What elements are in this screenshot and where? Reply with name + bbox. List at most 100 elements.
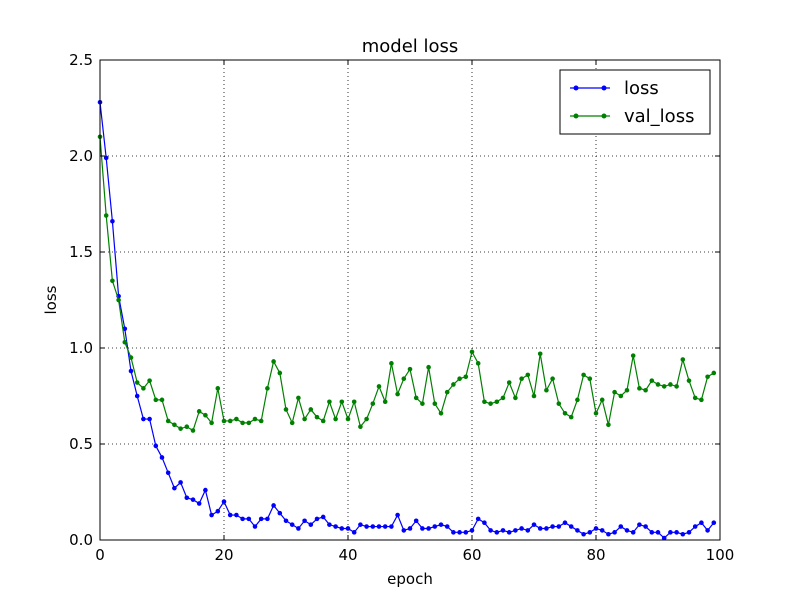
- data-point-loss: [172, 485, 177, 491]
- data-point-loss: [556, 524, 562, 529]
- data-point-loss: [550, 524, 555, 529]
- data-point-val-loss: [320, 418, 326, 424]
- x-axis-label: epoch: [387, 570, 433, 588]
- data-point-loss: [327, 522, 332, 527]
- data-point-loss: [401, 528, 407, 533]
- data-point-val-loss: [413, 395, 419, 401]
- data-point-loss: [333, 524, 338, 529]
- legend-box: [559, 69, 711, 135]
- data-point-loss: [302, 518, 307, 524]
- data-point-loss: [277, 510, 283, 516]
- data-point-val-loss: [165, 418, 171, 424]
- data-point-val-loss: [494, 399, 500, 405]
- data-point-loss: [246, 516, 252, 522]
- data-point-loss: [661, 535, 667, 541]
- data-point-val-loss: [674, 384, 679, 389]
- data-point-loss: [407, 526, 413, 531]
- data-point-val-loss: [327, 399, 332, 405]
- data-point-loss: [500, 528, 506, 533]
- data-point-loss: [475, 516, 481, 522]
- data-point-val-loss: [482, 399, 487, 405]
- data-point-val-loss: [196, 409, 202, 414]
- data-point-val-loss: [680, 357, 686, 362]
- data-point-val-loss: [643, 387, 648, 393]
- data-point-val-loss: [258, 418, 264, 424]
- data-point-loss: [426, 526, 431, 531]
- data-point-val-loss: [172, 422, 177, 428]
- data-point-loss: [711, 520, 717, 526]
- data-point-val-loss: [637, 386, 642, 391]
- data-point-val-loss: [705, 374, 710, 380]
- data-point-loss: [537, 526, 543, 531]
- data-point-loss: [227, 512, 233, 518]
- data-point-val-loss: [587, 376, 593, 382]
- data-point-val-loss: [426, 364, 431, 370]
- axis-ticks: 0 20 40 60 80 100 0.0 0.5 1.0 1.5 2.0 2.5: [69, 51, 734, 564]
- data-point-loss: [382, 524, 388, 529]
- data-point-val-loss: [314, 414, 320, 420]
- data-point-val-loss: [351, 399, 357, 405]
- data-point-val-loss: [134, 380, 140, 385]
- data-point-val-loss: [407, 366, 413, 372]
- y-tick-label: 1.0: [69, 339, 93, 357]
- data-point-val-loss: [692, 395, 698, 401]
- data-point-val-loss: [302, 416, 307, 422]
- data-point-loss: [271, 503, 276, 508]
- data-point-val-loss: [122, 339, 128, 345]
- data-point-loss: [444, 524, 450, 529]
- data-point-val-loss: [184, 424, 190, 430]
- data-point-loss: [686, 530, 692, 535]
- legend-marker-val-loss: [601, 113, 607, 119]
- data-point-loss: [451, 530, 456, 535]
- data-point-val-loss: [178, 426, 183, 431]
- data-point-val-loss: [562, 410, 568, 416]
- data-point-val-loss: [519, 376, 524, 382]
- data-point-val-loss: [655, 382, 661, 387]
- data-point-val-loss: [215, 386, 221, 391]
- data-point-loss: [258, 516, 264, 522]
- data-point-val-loss: [240, 420, 245, 426]
- data-point-val-loss: [370, 401, 376, 406]
- data-point-val-loss: [475, 361, 481, 366]
- data-point-loss: [159, 455, 165, 460]
- data-point-loss: [637, 522, 642, 527]
- data-point-loss: [593, 526, 599, 531]
- data-point-loss: [494, 530, 500, 535]
- data-point-val-loss: [128, 355, 134, 360]
- data-point-loss: [649, 530, 655, 535]
- data-point-val-loss: [203, 412, 208, 418]
- data-point-val-loss: [661, 384, 667, 389]
- data-point-loss: [308, 522, 314, 527]
- plot-series: [97, 99, 717, 541]
- data-point-val-loss: [432, 401, 438, 406]
- data-point-loss: [680, 531, 686, 537]
- data-point-val-loss: [333, 416, 338, 422]
- data-point-val-loss: [488, 401, 493, 406]
- data-point-loss: [655, 530, 661, 535]
- y-tick-label: 2.5: [69, 51, 93, 69]
- legend: loss val_loss: [559, 69, 711, 135]
- data-point-val-loss: [457, 376, 462, 382]
- data-point-loss: [339, 526, 345, 531]
- x-tick-label: 20: [214, 546, 233, 564]
- data-point-val-loss: [544, 387, 549, 393]
- data-point-loss: [234, 512, 239, 518]
- data-point-val-loss: [252, 416, 258, 422]
- data-point-loss: [488, 528, 493, 533]
- plot-frame: [99, 59, 721, 541]
- data-point-val-loss: [525, 372, 531, 378]
- data-point-loss: [544, 526, 549, 531]
- data-point-val-loss: [556, 401, 562, 406]
- series-line-val-loss: [99, 136, 715, 432]
- data-point-loss: [630, 530, 636, 535]
- data-point-val-loss: [500, 395, 506, 401]
- data-point-val-loss: [141, 386, 146, 391]
- data-point-val-loss: [451, 382, 456, 387]
- y-axis-label: loss: [42, 285, 60, 314]
- x-tick-label: 80: [586, 546, 605, 564]
- data-point-val-loss: [110, 278, 115, 284]
- data-point-loss: [141, 416, 146, 422]
- data-point-loss: [463, 530, 469, 535]
- data-point-loss: [184, 495, 190, 501]
